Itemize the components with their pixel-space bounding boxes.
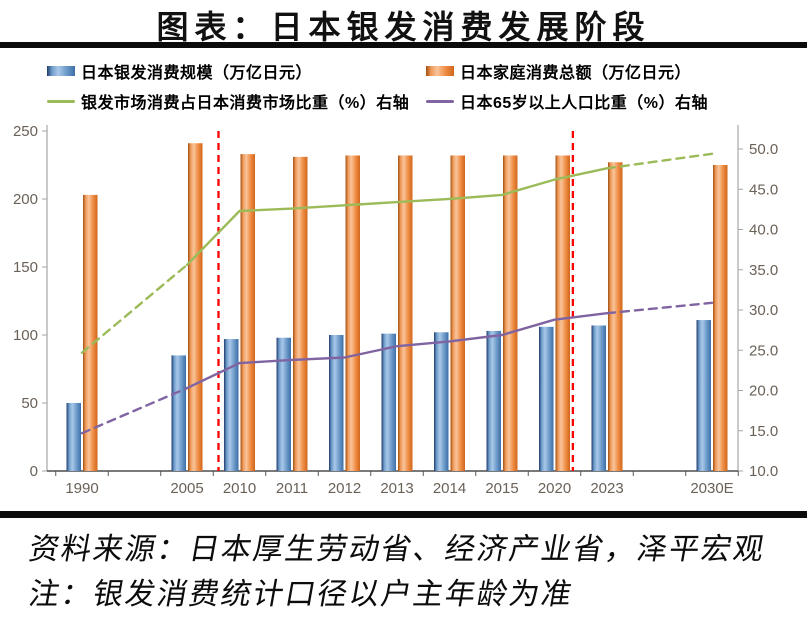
x-axis-label-2011: 2011 — [276, 480, 308, 497]
right-axis-tick-label: 25.0 — [749, 342, 778, 359]
x-axis-label-2023: 2023 — [590, 480, 623, 497]
right-axis-tick-label: 50.0 — [749, 141, 778, 158]
x-axis-label-2030E: 2030E — [690, 480, 733, 497]
left-axis-tick-label: 100 — [13, 327, 38, 344]
x-axis-label-2015: 2015 — [485, 480, 518, 497]
bar-household-consumption-2013 — [398, 155, 413, 472]
bar-silver-consumption-2014 — [434, 332, 449, 471]
line-silver-share-dashed — [80, 263, 189, 354]
bar-silver-consumption-2013 — [381, 333, 396, 471]
bar-silver-consumption-2015 — [486, 330, 501, 471]
bar-silver-consumption-2030E — [696, 320, 711, 471]
line-pop65-share-dashed — [605, 301, 714, 315]
x-axis-label-2010: 2010 — [223, 480, 256, 497]
bar-household-consumption-1990 — [83, 194, 98, 472]
legend-label-household-consumption: 日本家庭消费总额（万亿日元） — [460, 65, 692, 82]
line-pop65-share-solid — [185, 311, 609, 390]
bar-household-consumption-2011 — [293, 156, 308, 471]
legend-swatch-blue-bar-icon — [47, 66, 75, 76]
right-axis-tick-label: 40.0 — [749, 222, 778, 239]
statistics-note: 注：银发消费统计口径以户主年龄为准 — [26, 578, 577, 611]
left-axis-tick-label: 0 — [30, 463, 38, 480]
legend-swatch-green-line-icon — [47, 99, 75, 103]
bar-household-consumption-2015 — [503, 155, 518, 472]
x-axis-label-2014: 2014 — [433, 480, 466, 497]
line-silver-share-solid — [185, 167, 609, 267]
right-axis-tick-label: 20.0 — [749, 383, 778, 400]
legend-label-silver-share: 银发市场消费占日本消费市场比重（%）右轴 — [81, 95, 410, 112]
legend-item-silver-consumption: 日本银发消费规模（万亿日元） — [47, 62, 313, 82]
legend-item-pop65-share: 日本65岁以上人口比重（%）右轴 — [426, 92, 709, 112]
source-note: 资料来源：日本厚生劳动省、经济产业省，泽平宏观 — [26, 533, 769, 566]
line-silver-share-dashed — [605, 152, 714, 170]
bar-silver-consumption-2020 — [539, 326, 554, 471]
bar-household-consumption-2010 — [240, 154, 255, 471]
bar-household-consumption-2020 — [555, 155, 570, 472]
left-axis-tick-label: 50 — [21, 395, 38, 412]
bar-household-consumption-2012 — [345, 155, 360, 472]
bar-household-consumption-2023 — [608, 162, 623, 471]
legend-swatch-purple-line-icon — [426, 99, 454, 103]
bar-household-consumption-2005 — [188, 143, 203, 472]
bar-silver-consumption-2012 — [329, 335, 344, 471]
x-axis-label-2013: 2013 — [380, 480, 413, 497]
right-axis-tick-label: 45.0 — [749, 181, 778, 198]
legend-item-household-consumption: 日本家庭消费总额（万亿日元） — [426, 62, 692, 82]
bar-household-consumption-2030E — [713, 165, 728, 471]
chart-legend: 日本银发消费规模（万亿日元） 日本家庭消费总额（万亿日元） 银发市场消费占日本消… — [0, 0, 807, 118]
legend-label-silver-consumption: 日本银发消费规模（万亿日元） — [81, 65, 313, 82]
legend-item-silver-share: 银发市场消费占日本消费市场比重（%）右轴 — [47, 92, 410, 112]
x-axis-label-2005: 2005 — [170, 480, 203, 497]
left-axis-tick-label: 150 — [13, 259, 38, 276]
right-axis-tick-label: 30.0 — [749, 302, 778, 319]
bar-household-consumption-2014 — [450, 155, 465, 472]
x-axis-label-2020: 2020 — [538, 480, 571, 497]
x-axis-label-1990: 1990 — [65, 480, 98, 497]
title-divider — [0, 42, 807, 48]
bar-silver-consumption-2010 — [224, 339, 239, 471]
bar-silver-consumption-2005 — [171, 355, 186, 471]
page-title: 图表：日本银发消费发展阶段 — [156, 9, 651, 45]
bar-silver-consumption-1990 — [66, 403, 81, 471]
legend-swatch-orange-bar-icon — [426, 66, 454, 76]
right-axis-tick-label: 35.0 — [749, 262, 778, 279]
line-pop65-share-dashed — [80, 386, 189, 435]
right-axis-tick-label: 15.0 — [749, 423, 778, 440]
left-axis-tick-label: 200 — [13, 191, 38, 208]
left-axis-tick-label: 250 — [13, 123, 38, 140]
legend-label-pop65-share: 日本65岁以上人口比重（%）右轴 — [460, 95, 709, 112]
combo-chart: 0 50 100 150 200 250 10.0 15.0 20.0 25.0 30.0 35.0 4… — [13, 123, 778, 497]
bar-silver-consumption-2023 — [591, 325, 606, 471]
right-axis-tick-label: 10.0 — [749, 463, 778, 480]
footer-divider — [0, 511, 807, 518]
bar-silver-consumption-2011 — [276, 337, 291, 471]
x-axis-label-2012: 2012 — [328, 480, 361, 497]
